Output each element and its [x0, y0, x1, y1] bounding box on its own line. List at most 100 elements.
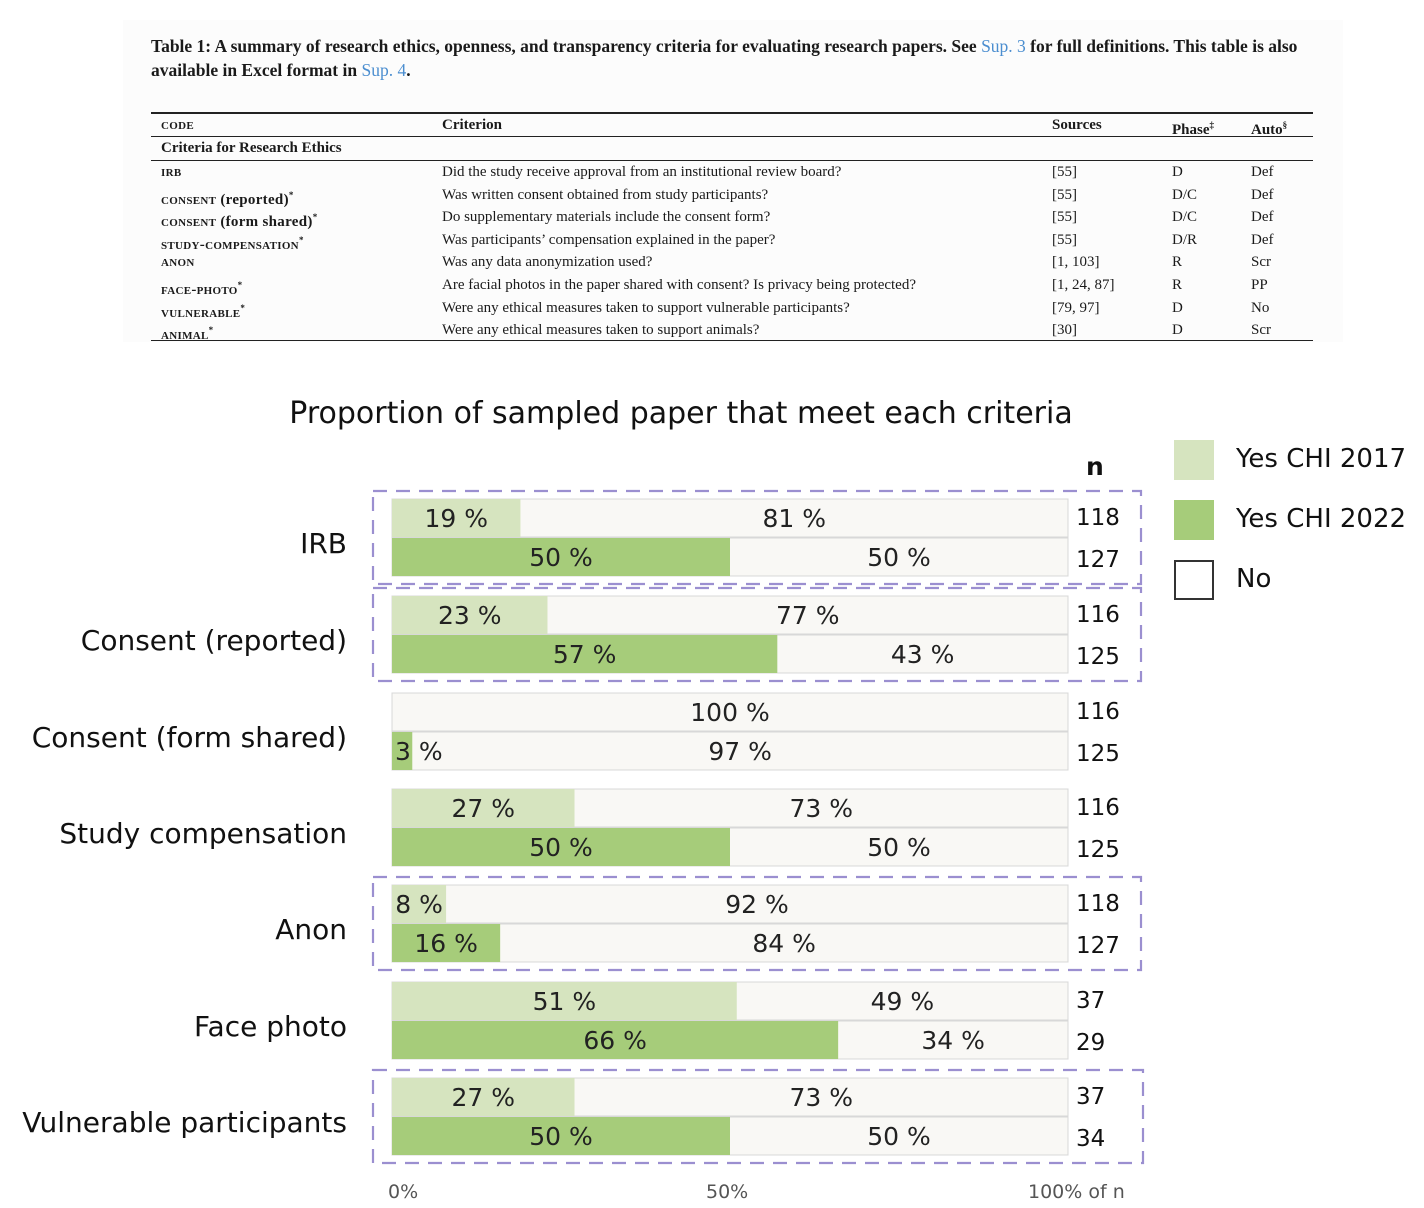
- header-criterion: Criterion: [442, 117, 502, 133]
- n-value: 116: [1076, 602, 1120, 628]
- bar-yes-label: 50 %: [529, 1122, 593, 1151]
- bar-yes-label: 27 %: [452, 1083, 516, 1112]
- bar-no-label: 49 %: [871, 987, 935, 1016]
- legend-swatch-yes-2022: [1174, 500, 1214, 540]
- category-label: IRB: [300, 527, 347, 560]
- caption-text: for full definitions. This table is also…: [151, 36, 1298, 80]
- n-value: 37: [1076, 988, 1105, 1014]
- category-label: Consent (reported): [81, 624, 347, 657]
- table-caption: Table 1: A summary of research ethics, o…: [151, 34, 1321, 82]
- caption-text: Table 1: A summary of research ethics, o…: [151, 36, 982, 56]
- bar-yes: [392, 596, 548, 634]
- bar-yes-label: 50 %: [529, 543, 593, 572]
- table-cell-phase: D: [1172, 164, 1183, 180]
- highlight-box: [371, 875, 1143, 972]
- header-phase: Phase‡: [1172, 120, 1214, 138]
- n-value: 34: [1076, 1126, 1105, 1152]
- highlight-box: [371, 489, 1143, 586]
- bar-yes: [392, 1078, 575, 1116]
- table-cell-phase: D/R: [1172, 231, 1198, 248]
- table-cell-auto: Scr: [1251, 322, 1271, 339]
- legend-label: Yes CHI 2022: [1236, 504, 1407, 534]
- section-heading: Criteria for Research Ethics: [161, 140, 342, 156]
- table-top-rule: [151, 112, 1313, 114]
- table-cell-auto: PP: [1251, 277, 1268, 293]
- table-cell-code: vulnerable*: [161, 302, 246, 321]
- table-cell-criterion: Are facial photos in the paper shared wi…: [442, 277, 916, 293]
- bar-no-label: 34 %: [921, 1026, 985, 1055]
- table-cell-code: anon: [161, 254, 195, 271]
- bar-yes-label: 19 %: [424, 504, 488, 533]
- n-value: 127: [1076, 933, 1120, 959]
- bar-yes: [392, 1021, 839, 1059]
- n-column-header: n: [1086, 452, 1104, 481]
- table-cell-auto: Def: [1251, 164, 1274, 180]
- bar-yes-label: 66 %: [583, 1026, 647, 1055]
- table-cell-sources: [79, 97]: [1052, 299, 1100, 316]
- x-tick-label: 50%: [706, 1181, 748, 1203]
- category-label: Consent (form shared): [32, 721, 347, 754]
- sup4-link[interactable]: Sup. 4: [361, 60, 407, 80]
- highlight-box: [371, 586, 1143, 683]
- bar-no-label: 100 %: [690, 698, 769, 727]
- table-cell-criterion: Did the study receive approval from an i…: [442, 164, 842, 180]
- table-cell-criterion: Were any ethical measures taken to suppo…: [442, 299, 850, 316]
- bar-no: [391, 884, 1069, 924]
- bar-yes-label: 3 %: [395, 737, 443, 766]
- table-cell-phase: D/C: [1172, 186, 1198, 203]
- n-value: 125: [1076, 837, 1120, 863]
- n-value: 127: [1076, 547, 1120, 573]
- bar-no-label: 50 %: [867, 833, 931, 862]
- legend-label: No: [1236, 564, 1272, 594]
- table-cell-phase: R: [1172, 254, 1183, 271]
- bar-no-label: 84 %: [752, 929, 816, 958]
- table-figure: Table 1: A summary of research ethics, o…: [123, 20, 1343, 343]
- bar-yes: [392, 635, 778, 673]
- table-cell-sources: [1, 24, 87]: [1052, 277, 1115, 293]
- table-bottom-rule: [151, 340, 1313, 341]
- bar-yes-label: 27 %: [452, 794, 516, 823]
- chart-title: Proportion of sampled paper that meet ea…: [289, 396, 1073, 431]
- bar-yes-label: 8 %: [395, 890, 443, 919]
- n-value: 116: [1076, 795, 1120, 821]
- bar-no-label: 92 %: [725, 890, 789, 919]
- bar-yes-label: 16 %: [414, 929, 478, 958]
- n-value: 29: [1076, 1030, 1105, 1056]
- header-sources: Sources: [1052, 117, 1102, 133]
- table-cell-sources: [1, 103]: [1052, 254, 1100, 271]
- table-cell-code: consent (reported)*: [161, 189, 294, 208]
- bar-no-label: 77 %: [776, 601, 840, 630]
- category-label: Face photo: [194, 1010, 347, 1043]
- legend-swatch-yes-2017: [1174, 440, 1214, 480]
- table-cell-sources: [30]: [1052, 322, 1077, 339]
- table-cell-auto: Def: [1251, 231, 1274, 248]
- category-label: Anon: [275, 913, 347, 946]
- bar-yes-label: 57 %: [553, 640, 617, 669]
- table-cell-code: irb: [161, 164, 182, 180]
- bar-yes-label: 50 %: [529, 833, 593, 862]
- bar-yes: [392, 885, 447, 923]
- bar-no: [391, 692, 1069, 732]
- n-value: 125: [1076, 741, 1120, 767]
- table-cell-phase: D: [1172, 322, 1183, 339]
- bar-yes: [392, 732, 413, 770]
- n-value: 125: [1076, 644, 1120, 670]
- bar-yes: [392, 538, 730, 576]
- header-auto: Auto§: [1251, 120, 1288, 138]
- table-cell-criterion: Was written consent obtained from study …: [442, 186, 769, 203]
- sup3-link[interactable]: Sup. 3: [981, 36, 1026, 56]
- bar-no-label: 50 %: [867, 1122, 931, 1151]
- table-cell-phase: R: [1172, 277, 1183, 293]
- bar-no-label: 43 %: [891, 640, 955, 669]
- bar-yes: [392, 982, 737, 1020]
- bar-no-label: 81 %: [762, 504, 826, 533]
- x-tick-label: 0%: [388, 1181, 418, 1203]
- bar-yes-label: 51 %: [533, 987, 597, 1016]
- category-label: Study compensation: [59, 817, 347, 850]
- highlight-box: [371, 1068, 1145, 1165]
- table-cell-auto: Def: [1251, 186, 1274, 203]
- bar-yes: [392, 828, 730, 866]
- table-cell-sources: [55]: [1052, 209, 1077, 226]
- table-cell-phase: D/C: [1172, 209, 1198, 226]
- table-cell-auto: Def: [1251, 209, 1274, 226]
